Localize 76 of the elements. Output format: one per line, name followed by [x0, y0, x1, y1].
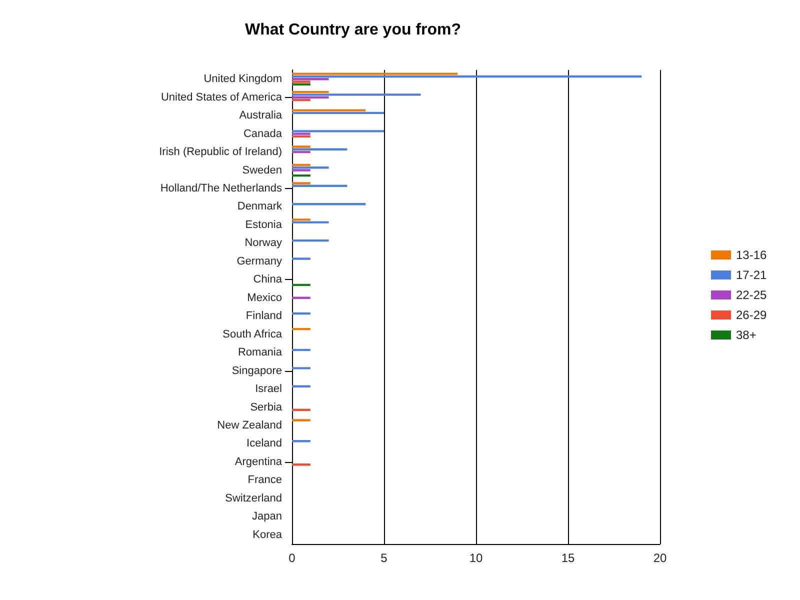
y-tick-label: Israel	[255, 383, 282, 396]
y-tick-label: Finland	[246, 310, 282, 322]
bar	[292, 112, 384, 114]
y-tick-label: Korea	[252, 528, 283, 541]
x-tick-label: 5	[380, 551, 388, 565]
bar	[292, 385, 310, 388]
bar	[292, 202, 366, 206]
bar	[292, 182, 310, 184]
bar	[292, 78, 329, 80]
y-tick-label: Argentina	[234, 456, 283, 468]
y-tick-label: Norway	[244, 237, 282, 250]
y-tick-label: Japan	[252, 510, 282, 523]
bar	[292, 169, 310, 172]
y-tick-label: Singapore	[232, 364, 282, 377]
bar	[292, 130, 384, 132]
y-tick-label: Iceland	[246, 438, 282, 450]
bar	[292, 328, 310, 330]
bar	[292, 184, 348, 187]
y-tick-label: South Africa	[222, 328, 283, 340]
y-tick-label: Mexico	[247, 292, 282, 304]
bar	[292, 148, 348, 150]
y-tick-label: Australia	[239, 110, 283, 122]
bar	[292, 284, 310, 286]
bar	[292, 72, 458, 75]
legend-label: 38+	[736, 328, 756, 342]
bar	[292, 75, 642, 78]
legend-label: 13-16	[736, 248, 768, 262]
bar	[292, 164, 310, 166]
legend-label: 26-29	[736, 308, 768, 322]
bar	[292, 419, 310, 422]
bar	[292, 166, 329, 169]
y-tick-label: Germany	[236, 255, 282, 268]
bar	[292, 96, 329, 98]
x-tick-label: 0	[288, 551, 296, 565]
y-tick-label: United Kingdom	[204, 73, 282, 86]
x-tick-label: 15	[561, 551, 575, 565]
bar	[292, 135, 310, 138]
legend-label: 22-25	[736, 288, 768, 302]
bar	[292, 296, 310, 299]
y-tick-label: Holland/The Netherlands	[160, 182, 282, 194]
bar	[292, 80, 310, 83]
x-tick-label: 10	[469, 551, 483, 565]
bar	[292, 132, 310, 135]
bar	[292, 440, 310, 442]
bar	[292, 150, 310, 154]
bar	[292, 146, 310, 148]
y-tick-label: Estonia	[245, 218, 283, 231]
bar	[292, 312, 310, 315]
y-tick-label: Serbia	[250, 401, 283, 414]
bar	[292, 218, 310, 221]
bar	[292, 408, 310, 412]
y-tick-label: China	[253, 274, 283, 286]
y-tick-label: United States of America	[160, 91, 283, 104]
y-tick-label: Irish (Republic of Ireland)	[159, 146, 282, 158]
bar	[292, 98, 310, 102]
y-tick-label: New Zealand	[217, 420, 282, 432]
y-tick-label: Switzerland	[225, 492, 282, 504]
y-tick-label: Sweden	[242, 164, 282, 176]
legend-label: 17-21	[736, 268, 768, 282]
bar	[292, 367, 310, 370]
bar	[292, 348, 310, 352]
bar	[292, 258, 310, 260]
y-tick-label: France	[248, 474, 282, 486]
chart-title: What Country are you from?	[245, 22, 462, 38]
bar	[292, 90, 329, 94]
y-tick-label: Romania	[238, 346, 283, 359]
bar	[292, 94, 421, 96]
x-tick-label: 20	[653, 551, 667, 565]
y-tick-label: Denmark	[237, 200, 282, 213]
bar	[292, 464, 310, 466]
bar	[292, 109, 366, 112]
bar	[292, 239, 329, 242]
bar	[292, 174, 310, 177]
y-tick-label: Canada	[243, 128, 283, 140]
bar	[292, 83, 310, 86]
bar	[292, 221, 329, 224]
